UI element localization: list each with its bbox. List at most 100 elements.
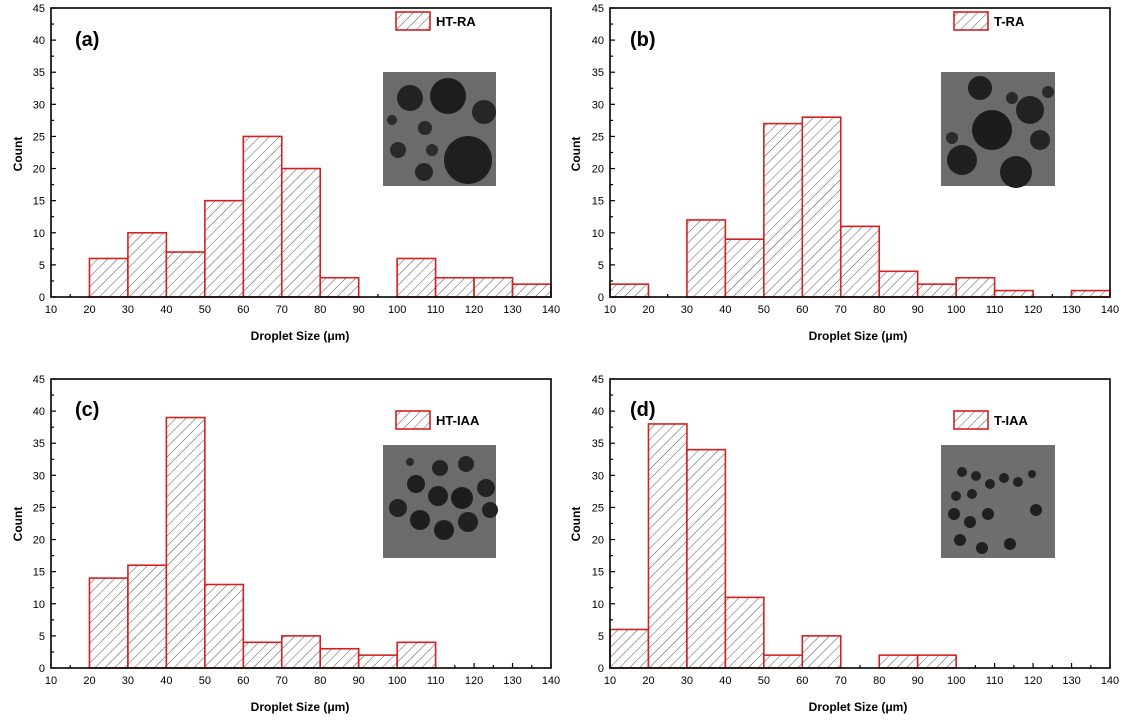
x-tick-label: 120 — [1024, 304, 1042, 316]
axis-ticks: 10 20 30 40 50 60 70 80 90 100 110 120 130 140 0 5 10 15 2… — [592, 374, 1119, 687]
x-tick-label: 130 — [503, 304, 521, 316]
histogram-bar — [88, 577, 129, 669]
x-tick-label: 30 — [122, 304, 134, 316]
panel-b: (b) T-RA Count Droplet Size (μm) 10 20 30 4… — [569, 3, 1119, 343]
y-tick-label: 40 — [592, 35, 604, 47]
y-tick-label: 10 — [33, 599, 45, 611]
histogram-bar — [127, 564, 168, 669]
legend-label: HT-IAA — [436, 413, 480, 428]
x-tick-label: 90 — [353, 675, 365, 687]
y-tick-label: 25 — [33, 502, 45, 514]
histogram-bar — [609, 283, 650, 298]
x-axis-title: Droplet Size (μm) — [251, 329, 350, 343]
y-tick-label: 45 — [33, 374, 45, 386]
legend-swatch — [953, 410, 989, 430]
x-tick-label: 40 — [160, 304, 172, 316]
x-tick-label: 70 — [276, 675, 288, 687]
x-tick-label: 20 — [642, 675, 654, 687]
axis-ticks: 10 20 30 40 50 60 70 80 90 100 110 120 130 140 0 5 10 15 2… — [33, 3, 560, 316]
histogram-bar — [242, 641, 283, 669]
x-tick-label: 90 — [912, 675, 924, 687]
x-tick-label: 60 — [237, 304, 249, 316]
x-tick-label: 120 — [465, 304, 483, 316]
y-tick-label: 0 — [598, 292, 604, 304]
plot-frame — [609, 7, 1111, 298]
histogram-bar — [878, 654, 919, 669]
y-axis-title: Count — [11, 137, 25, 172]
panel-a: (a) HT-RA Count Droplet Size (μm) 10 20 30… — [11, 3, 560, 343]
x-tick-label: 70 — [835, 675, 847, 687]
y-tick-label: 0 — [598, 663, 604, 675]
y-tick-label: 30 — [33, 470, 45, 482]
x-tick-label: 120 — [465, 675, 483, 687]
histogram-bar — [127, 231, 168, 298]
x-tick-label: 20 — [642, 304, 654, 316]
legend-swatch — [395, 11, 431, 31]
y-axis-title: Count — [569, 507, 583, 542]
histogram-bar — [357, 654, 398, 669]
x-tick-label: 110 — [427, 675, 445, 687]
y-tick-label: 35 — [592, 438, 604, 450]
x-tick-label: 140 — [1101, 304, 1119, 316]
histogram-bar — [609, 628, 650, 669]
y-tick-label: 15 — [33, 567, 45, 579]
histogram-bar — [647, 423, 688, 669]
x-axis-title: Droplet Size (μm) — [809, 700, 908, 714]
histogram-bar — [473, 276, 514, 298]
y-tick-label: 30 — [592, 470, 604, 482]
x-tick-label: 130 — [1062, 304, 1080, 316]
y-tick-label: 10 — [592, 599, 604, 611]
histogram-bar — [878, 270, 919, 298]
y-tick-label: 10 — [33, 228, 45, 240]
y-tick-label: 25 — [592, 131, 604, 143]
x-tick-label: 60 — [796, 304, 808, 316]
y-tick-label: 45 — [33, 3, 45, 15]
y-tick-label: 5 — [39, 631, 45, 643]
y-tick-label: 0 — [39, 292, 45, 304]
panel-label: (c) — [75, 399, 99, 421]
histogram-bar — [511, 283, 552, 298]
histogram-bar — [319, 276, 360, 298]
y-tick-label: 40 — [33, 406, 45, 418]
y-tick-label: 15 — [592, 567, 604, 579]
x-tick-label: 40 — [719, 304, 731, 316]
axis-ticks: 10 20 30 40 50 60 70 80 90 100 110 120 130 140 0 5 10 15 2… — [33, 374, 560, 687]
panel-label: (d) — [630, 399, 656, 421]
histogram-bars — [609, 423, 957, 669]
x-tick-label: 50 — [199, 304, 211, 316]
histogram-bars — [88, 416, 437, 669]
x-tick-label: 140 — [542, 675, 560, 687]
legend-label: T-IAA — [994, 413, 1029, 428]
x-tick-label: 90 — [353, 304, 365, 316]
histogram-bar — [280, 635, 322, 669]
x-tick-label: 100 — [947, 675, 965, 687]
histogram-bar — [88, 257, 129, 298]
x-tick-label: 80 — [873, 675, 885, 687]
x-tick-label: 80 — [314, 304, 326, 316]
histogram-bar — [916, 283, 957, 298]
x-tick-label: 110 — [986, 675, 1004, 687]
panel-d: (d) T-IAA Count Droplet Size (μm) 10 20 30… — [569, 374, 1119, 714]
histogram-bar — [165, 251, 206, 298]
y-tick-label: 10 — [592, 228, 604, 240]
histogram-bar — [724, 596, 765, 669]
y-tick-label: 5 — [598, 631, 604, 643]
x-axis-title: Droplet Size (μm) — [251, 700, 350, 714]
y-tick-label: 20 — [33, 535, 45, 547]
histogram-bar — [242, 135, 283, 298]
histogram-bar — [763, 654, 804, 669]
x-tick-label: 100 — [388, 304, 406, 316]
histogram-bar — [993, 289, 1034, 298]
plot-frame — [50, 7, 552, 298]
x-tick-label: 90 — [912, 304, 924, 316]
x-tick-label: 130 — [1062, 675, 1080, 687]
x-tick-label: 50 — [758, 304, 770, 316]
x-tick-label: 10 — [604, 675, 616, 687]
x-tick-label: 30 — [681, 675, 693, 687]
inset-micrograph — [383, 445, 498, 558]
x-tick-label: 100 — [947, 304, 965, 316]
legend-label: HT-RA — [436, 14, 476, 29]
histogram-bar — [204, 199, 245, 298]
x-tick-label: 80 — [314, 675, 326, 687]
